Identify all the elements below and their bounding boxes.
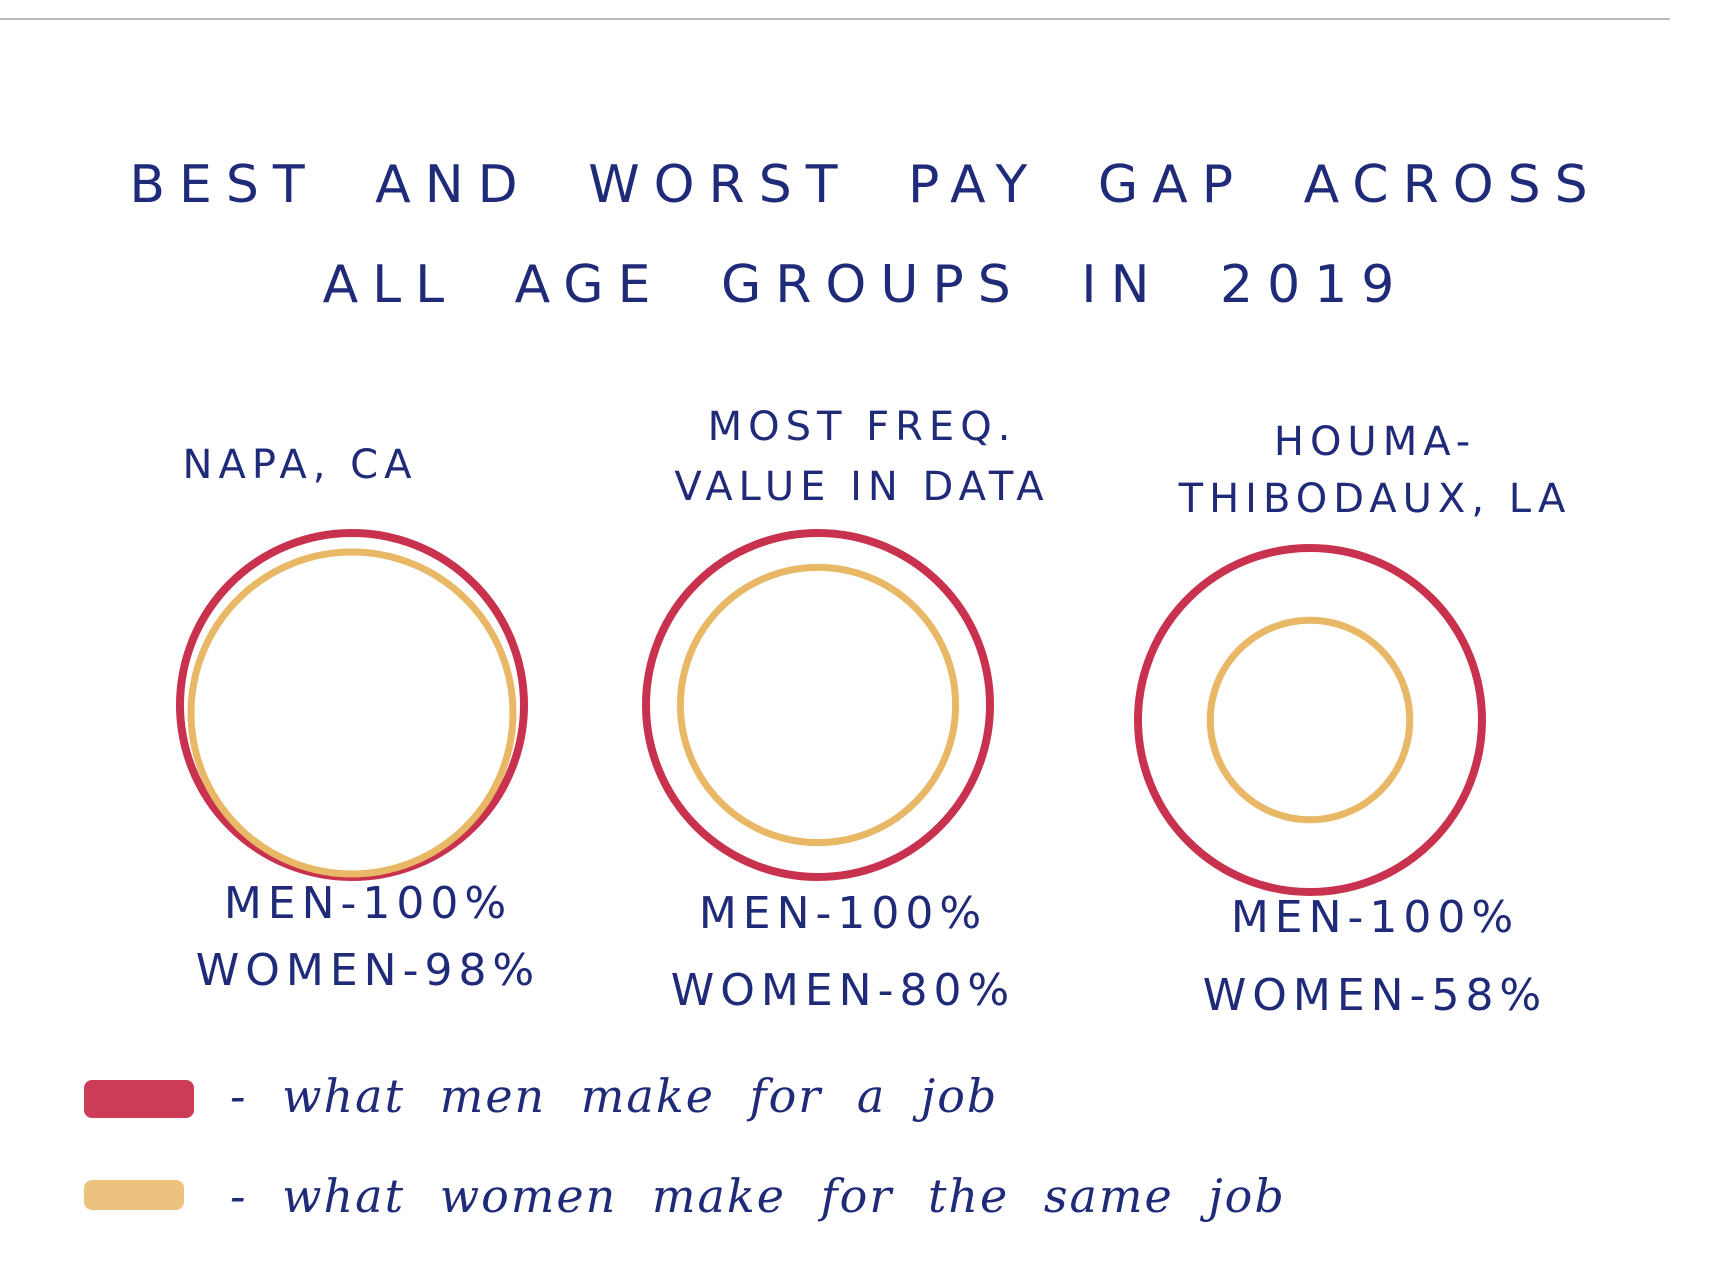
panel-1-men-value: MEN-100%	[224, 878, 512, 929]
panel-2-label-line-2: VALUE IN DATA	[674, 464, 1049, 510]
panel-1-label-line-1: NAPA, CA	[183, 442, 418, 488]
panel-3-women-circle	[1206, 616, 1414, 824]
panel-2-men-circle	[642, 529, 994, 881]
panel-3-men-value: MEN-100%	[1231, 892, 1519, 943]
panel-1-women-circle	[187, 548, 517, 878]
panel-2-women-circle	[676, 563, 960, 847]
legend-swatch-men	[84, 1080, 194, 1118]
panel-1-men-circle	[176, 529, 528, 881]
legend-item-women: - what women make for the same job	[84, 1169, 1286, 1223]
legend-label-men: - what men make for a job	[230, 1069, 998, 1123]
chart-title-line-2: ALL AGE GROUPS IN 2019	[322, 255, 1409, 315]
panel-2-men-value: MEN-100%	[699, 888, 987, 939]
legend-label-women: - what women make for the same job	[230, 1169, 1286, 1223]
legend-swatch-women	[84, 1180, 184, 1210]
panel-3-label-line-2: THIBODAUX, LA	[1178, 476, 1572, 522]
panel-3: HOUMA- THIBODAUX, LA MEN-100% WOMEN-58%	[1134, 419, 1572, 1021]
panel-2: MOST FREQ. VALUE IN DATA MEN-100% WOMEN-80%	[642, 404, 1049, 1016]
chart-title-line-1: BEST AND WORST PAY GAP ACROSS	[129, 155, 1602, 215]
chart-title: BEST AND WORST PAY GAP ACROSS ALL AGE GR…	[0, 135, 1731, 335]
panel-3-label-line-1: HOUMA-	[1274, 419, 1476, 465]
panel-3-women-value: WOMEN-58%	[1203, 970, 1548, 1021]
panel-1-women-value: WOMEN-98%	[196, 945, 541, 996]
panel-2-women-value: WOMEN-80%	[671, 965, 1016, 1016]
panel-3-men-circle	[1134, 544, 1486, 896]
panel-1: NAPA, CA MEN-100% WOMEN-98%	[176, 442, 541, 996]
panel-2-label-line-1: MOST FREQ.	[708, 404, 1017, 450]
top-rule	[0, 18, 1670, 20]
legend-item-men: - what men make for a job	[84, 1069, 998, 1123]
